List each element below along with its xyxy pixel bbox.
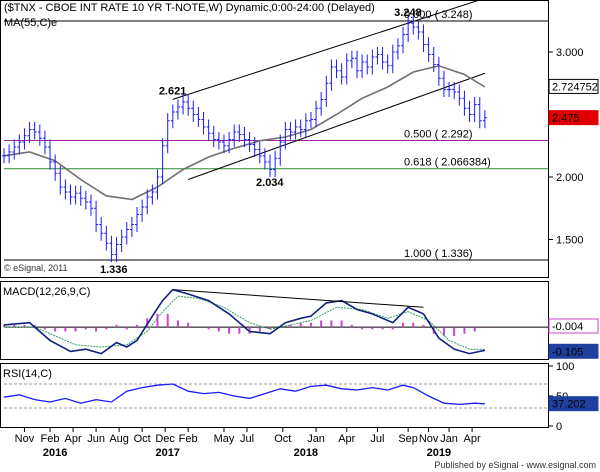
rsi-panel-frame bbox=[0, 363, 549, 428]
y-tick-label: 1.500 bbox=[556, 235, 584, 247]
chart-title: ($TNX - CBOE INT RATE 10 YR T-NOTE,W) Dy… bbox=[4, 2, 375, 14]
fib-level-label: 0.618 ( 2.066384) bbox=[404, 157, 491, 169]
macd-title: MACD(12,26,9,C) bbox=[3, 286, 90, 298]
x-tick-label: Jul bbox=[240, 433, 254, 445]
price-annotation: 2.034 bbox=[256, 177, 284, 189]
time-axis: Nov Feb Apr Jun Aug Oct Dec Feb May Jul Oct Jan Apr J… bbox=[15, 428, 481, 459]
x-year-label: 2016 bbox=[43, 447, 67, 459]
rsi-tick-label: 0 bbox=[556, 421, 562, 433]
x-tick-label: Nov bbox=[15, 433, 35, 445]
x-tick-label: Apr bbox=[464, 433, 481, 445]
x-tick-label: Jan bbox=[307, 433, 325, 445]
copyright-note: © eSignal, 2011 bbox=[4, 263, 68, 273]
x-tick-label: May bbox=[214, 433, 235, 445]
ma-value-label: 2.724752 bbox=[552, 81, 598, 93]
x-tick-label: Jun bbox=[87, 433, 105, 445]
y-tick-label: 3.000 bbox=[556, 47, 584, 59]
macd-value-label: -0.105 bbox=[552, 346, 583, 358]
histogram-value-label: -0.004 bbox=[552, 321, 583, 333]
x-tick-label: Feb bbox=[179, 433, 198, 445]
rsi-line bbox=[3, 383, 485, 406]
fib-level-label: 0.500 ( 2.292) bbox=[404, 129, 473, 141]
last-price-tag bbox=[548, 110, 599, 126]
price-panel-frame bbox=[0, 0, 549, 278]
x-tick-label: Apr bbox=[338, 433, 355, 445]
x-tick-label: Aug bbox=[109, 433, 129, 445]
x-year-label: 2017 bbox=[155, 447, 179, 459]
x-tick-label: Jul bbox=[370, 433, 384, 445]
fib-level-label: 0.000 ( 3.248) bbox=[404, 9, 473, 21]
rsi-value-label: 37.202 bbox=[552, 399, 586, 411]
x-year-label: 2019 bbox=[427, 447, 451, 459]
ma-label: MA(55,C)e bbox=[4, 17, 57, 29]
price-annotation: 1.336 bbox=[100, 264, 128, 276]
fib-level-label: 1.000 ( 1.336) bbox=[404, 248, 473, 260]
rsi-tick-label: 100 bbox=[556, 361, 574, 373]
price-annotation: 2.621 bbox=[159, 85, 187, 97]
x-tick-label: Feb bbox=[41, 433, 60, 445]
x-tick-label: Jan bbox=[440, 433, 458, 445]
publisher-footer: Published by eSignal - www.esignal.com bbox=[434, 460, 596, 470]
ma-value-tag bbox=[548, 78, 599, 94]
channel-line bbox=[172, 0, 482, 100]
y-tick-label: 2.000 bbox=[556, 172, 584, 184]
macd-panel: -0.004 -0.105 bbox=[3, 288, 599, 359]
last-price-label: 2.475 bbox=[552, 113, 580, 125]
moving-average-line bbox=[3, 64, 486, 201]
x-tick-label: Apr bbox=[65, 433, 82, 445]
macd-divergence-line bbox=[172, 289, 424, 308]
x-tick-label: Oct bbox=[274, 433, 291, 445]
x-tick-label: Nov bbox=[419, 433, 439, 445]
rsi-value-tag bbox=[548, 396, 599, 412]
macd-value-tag bbox=[548, 343, 599, 359]
x-tick-label: Oct bbox=[134, 433, 151, 445]
price-annotation: 3.248 bbox=[394, 7, 422, 19]
channel-line bbox=[187, 72, 486, 180]
x-year-label: 2018 bbox=[294, 447, 318, 459]
x-tick-label: Dec bbox=[155, 433, 175, 445]
histogram-value-tag bbox=[548, 318, 599, 334]
x-tick-label: Sep bbox=[398, 433, 418, 445]
macd-line bbox=[3, 288, 486, 355]
rsi-title: RSI(14,C) bbox=[3, 368, 52, 380]
